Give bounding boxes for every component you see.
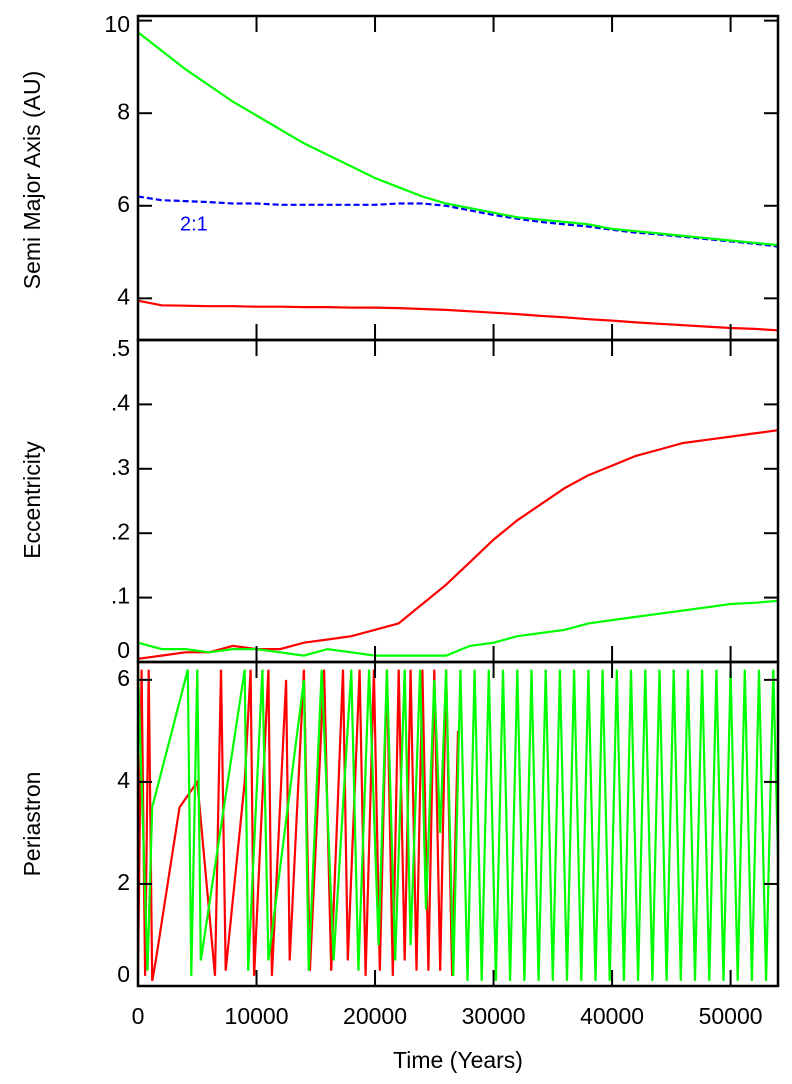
- data-line: [137, 195, 779, 248]
- y-tick-label: .5: [111, 335, 130, 361]
- data-line: [137, 299, 779, 332]
- annotation: 2:1: [180, 213, 208, 235]
- panel-frame: [136, 338, 780, 664]
- y-axis-title: Periastron: [19, 772, 45, 877]
- y-tick-label: 4: [117, 283, 130, 309]
- y-tick-label: .4: [111, 389, 130, 415]
- y-tick-label: 0: [117, 637, 130, 663]
- panel-frame: [136, 660, 780, 988]
- y-tick-label: 2: [117, 869, 130, 895]
- y-tick-label: 6: [117, 665, 130, 691]
- x-tick-label: 40000: [580, 1003, 644, 1029]
- x-axis-title: Time (Years): [393, 1047, 523, 1073]
- y-tick-label: 6: [117, 191, 130, 217]
- y-tick-label: .2: [111, 518, 130, 544]
- x-tick-label: 0: [132, 1003, 145, 1029]
- data-line: [136, 669, 460, 982]
- y-tick-label: 10: [104, 11, 130, 37]
- x-tick-label: 30000: [462, 1003, 526, 1029]
- panel-frame: [136, 14, 780, 342]
- data-line: [137, 31, 779, 247]
- y-tick-label: 4: [117, 767, 130, 793]
- y-axis-title: Semi Major Axis (AU): [19, 71, 45, 290]
- x-tick-label: 10000: [225, 1003, 289, 1029]
- data-line: [136, 669, 780, 981]
- data-line: [137, 429, 779, 660]
- y-tick-label: .3: [111, 454, 130, 480]
- y-tick-label: 8: [117, 98, 130, 124]
- y-tick-label: 0: [117, 961, 130, 987]
- y-axis-title: Eccentricity: [19, 441, 45, 559]
- data-line: [137, 599, 779, 657]
- x-tick-label: 20000: [343, 1003, 407, 1029]
- x-tick-label: 50000: [699, 1003, 763, 1029]
- y-tick-label: .1: [111, 583, 130, 609]
